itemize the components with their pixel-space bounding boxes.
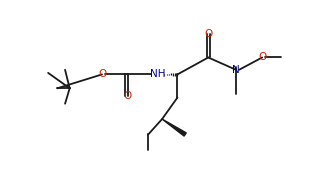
Text: O: O: [123, 91, 132, 101]
Polygon shape: [162, 119, 186, 136]
Text: NH: NH: [150, 69, 165, 79]
Text: N: N: [232, 65, 240, 75]
Text: O: O: [98, 69, 106, 79]
Text: O: O: [258, 52, 266, 62]
Text: O: O: [204, 29, 212, 39]
